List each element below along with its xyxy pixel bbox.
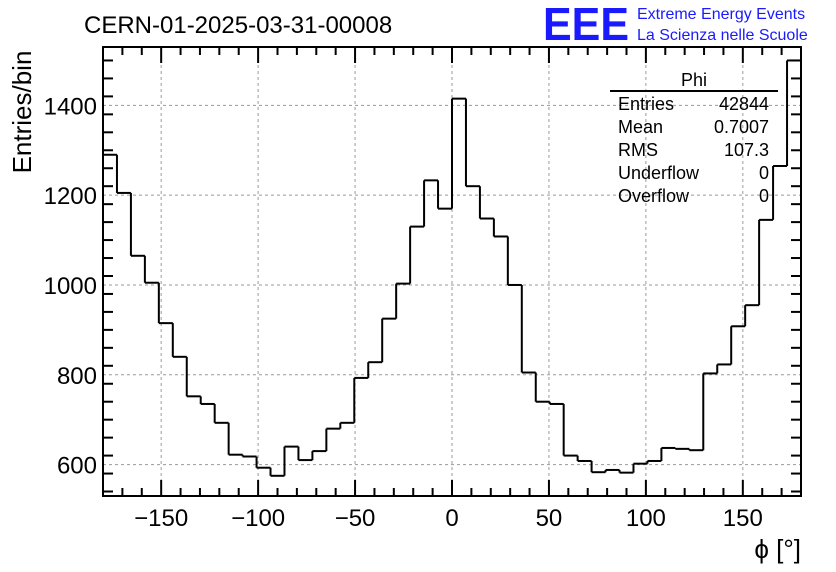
chart-title: CERN-01-2025-03-31-00008 bbox=[84, 12, 392, 39]
x-tick-label: −100 bbox=[231, 505, 285, 532]
stats-label: Underflow bbox=[618, 163, 700, 183]
tick-labels: −150 −100 −50 0 50 100 150 600 800 1000 1200 1400 bbox=[44, 93, 763, 532]
x-tick-label: 100 bbox=[626, 505, 666, 532]
eee-logo-mark: EEE bbox=[543, 0, 629, 50]
stats-value: 42844 bbox=[719, 94, 769, 114]
stats-label: Mean bbox=[618, 117, 663, 137]
x-tick-label: −150 bbox=[134, 505, 188, 532]
y-tick-label: 800 bbox=[57, 363, 97, 390]
y-tick-label: 1200 bbox=[44, 183, 97, 210]
x-tick-label: −50 bbox=[335, 505, 376, 532]
axis-ticks bbox=[102, 47, 802, 496]
x-tick-label: 150 bbox=[723, 505, 763, 532]
stats-rows: Entries 42844 Mean 0.7007 RMS 107.3 Underflow 0… bbox=[618, 94, 769, 206]
y-axis-title: Entries/bin bbox=[7, 51, 37, 174]
stats-box: Phi Entries 42844 Mean 0.7007 RMS 107.3 Underf… bbox=[610, 70, 778, 206]
x-axis-title: ϕ [°] bbox=[754, 534, 801, 564]
stats-title: Phi bbox=[681, 70, 707, 90]
y-tick-label: 1000 bbox=[44, 273, 97, 300]
stats-label: Overflow bbox=[618, 186, 690, 206]
stats-value: 0 bbox=[759, 163, 769, 183]
stats-value: 0.7007 bbox=[714, 117, 769, 137]
y-tick-label: 1400 bbox=[44, 93, 97, 120]
x-tick-label: 0 bbox=[445, 505, 458, 532]
stats-value: 107.3 bbox=[724, 140, 769, 160]
logo-line-2: La Scienza nelle Scuole bbox=[637, 27, 808, 44]
stats-value: 0 bbox=[759, 186, 769, 206]
eee-logo: EEE Extreme Energy Events La Scienza nel… bbox=[543, 0, 808, 50]
stats-label: Entries bbox=[618, 94, 674, 114]
logo-line-1: Extreme Energy Events bbox=[637, 6, 805, 23]
histogram-bars bbox=[103, 59, 801, 477]
y-tick-label: 600 bbox=[57, 453, 97, 480]
stats-label: RMS bbox=[618, 140, 658, 160]
x-tick-label: 50 bbox=[536, 505, 563, 532]
